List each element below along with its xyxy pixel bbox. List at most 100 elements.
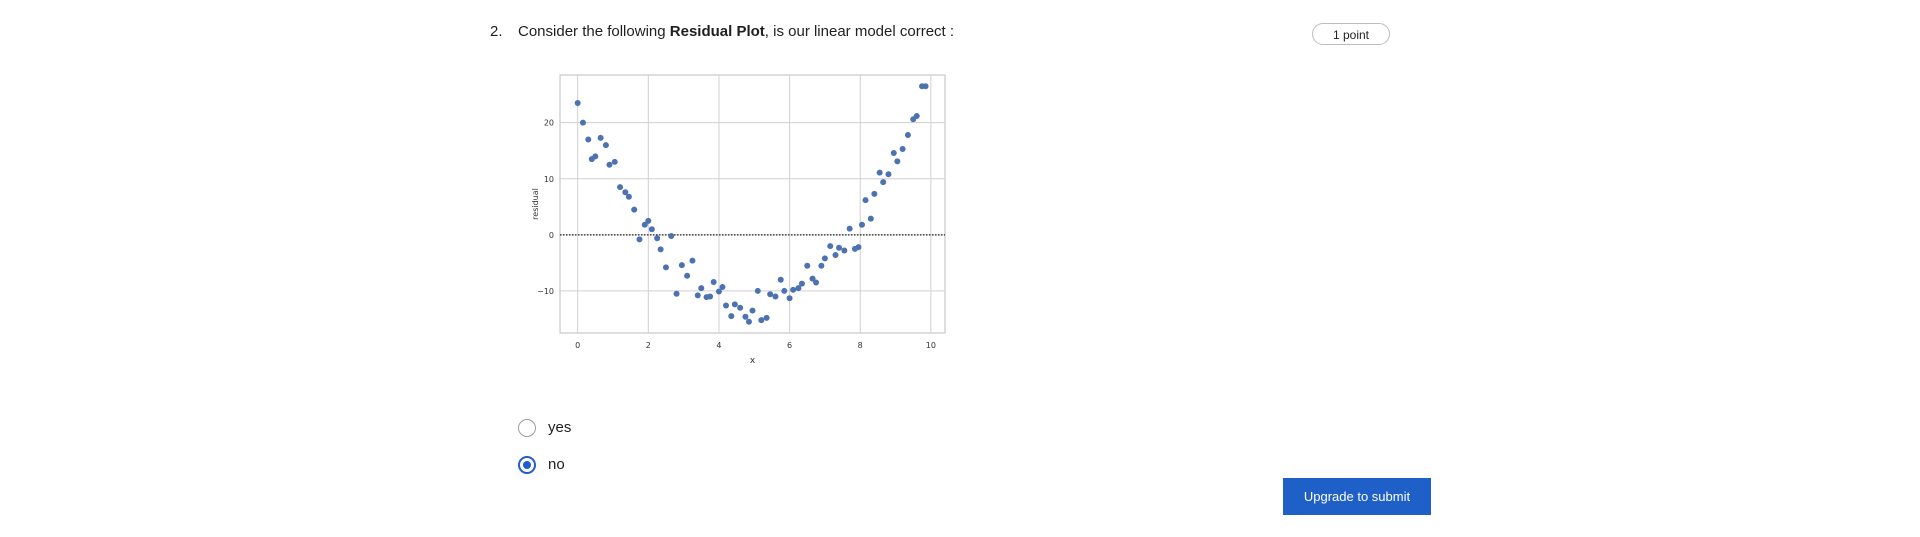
y-tick-label: 0: [549, 231, 554, 240]
data-point: [827, 243, 834, 250]
data-point: [795, 285, 802, 292]
data-point: [899, 146, 906, 153]
data-point: [904, 132, 911, 139]
option-no-label: no: [548, 456, 565, 473]
question-text: Consider the following Residual Plot, is…: [518, 23, 954, 40]
y-axis-label: residual: [531, 188, 540, 220]
data-point: [745, 318, 752, 325]
x-tick-label: 6: [787, 341, 792, 350]
data-point: [597, 134, 604, 141]
data-point: [668, 232, 675, 239]
data-point: [767, 291, 774, 298]
data-point: [731, 301, 738, 308]
data-point: [821, 255, 828, 262]
data-point: [836, 244, 843, 251]
question-text-bold: Residual Plot: [669, 23, 765, 40]
data-point: [846, 225, 853, 232]
data-point: [625, 193, 632, 200]
plot-frame: [559, 74, 946, 334]
data-point: [913, 112, 920, 119]
data-point: [790, 286, 797, 293]
upgrade-to-submit-button[interactable]: Upgrade to submit: [1283, 478, 1431, 515]
question-block: 2. Consider the following Residual Plot,…: [490, 20, 1395, 520]
data-point: [622, 189, 629, 196]
data-point: [832, 252, 839, 259]
data-point: [710, 278, 717, 285]
x-tick-label: 2: [646, 341, 651, 350]
data-point: [678, 262, 685, 269]
points-badge: 1 point: [1312, 23, 1390, 45]
data-point: [694, 292, 701, 299]
data-point: [813, 279, 820, 286]
data-point: [698, 285, 705, 292]
option-yes-label: yes: [548, 419, 572, 436]
data-point: [606, 161, 613, 168]
x-axis-label: x: [750, 356, 756, 366]
radio-button-yes[interactable]: [518, 419, 536, 437]
data-point: [574, 100, 581, 107]
data-point: [858, 221, 865, 228]
data-point: [617, 184, 624, 191]
data-point: [809, 275, 816, 282]
data-point: [631, 206, 638, 213]
data-point: [754, 287, 761, 294]
data-point: [742, 313, 749, 320]
data-point: [922, 83, 929, 90]
data-point: [855, 244, 862, 251]
data-point: [737, 304, 744, 311]
data-point: [662, 264, 669, 271]
data-point: [715, 288, 722, 295]
data-point: [871, 190, 878, 197]
x-tick-label: 0: [575, 341, 580, 350]
residual-plot: 0 2 4 6 8 10 20 10 0 −10 x residual: [530, 70, 950, 380]
data-point: [798, 280, 805, 287]
x-tick-label: 10: [926, 341, 936, 350]
question-text-start: Consider the following: [518, 23, 670, 40]
data-point: [818, 262, 825, 269]
data-point: [876, 169, 883, 176]
data-point: [579, 119, 586, 126]
data-point: [707, 293, 714, 300]
data-point: [862, 197, 869, 204]
data-point: [689, 257, 696, 264]
data-point: [611, 158, 618, 165]
data-point: [885, 171, 892, 178]
data-point: [786, 295, 793, 302]
data-point: [749, 307, 756, 314]
data-point: [657, 246, 664, 253]
residual-plot-svg: 0 2 4 6 8 10 20 10 0 −10 x residual: [531, 74, 946, 366]
data-point: [645, 217, 652, 224]
data-point: [880, 179, 887, 186]
y-tick-label: −10: [537, 287, 554, 296]
data-point: [648, 226, 655, 233]
question-text-end: , is our linear model correct :: [764, 23, 955, 40]
data-point: [602, 142, 609, 149]
x-tick-label: 4: [716, 341, 721, 350]
data-point: [772, 293, 779, 300]
data-point: [867, 215, 874, 222]
radio-button-no[interactable]: [518, 456, 536, 474]
data-point: [723, 302, 730, 309]
data-point: [684, 272, 691, 279]
data-point: [763, 314, 770, 321]
data-point: [719, 284, 726, 291]
data-point: [804, 262, 811, 269]
data-point: [673, 290, 680, 297]
data-point: [758, 317, 765, 324]
data-point: [592, 153, 599, 160]
data-point: [890, 149, 897, 156]
data-point: [728, 313, 735, 320]
data-point: [841, 247, 848, 254]
data-point: [781, 287, 788, 294]
data-point: [894, 158, 901, 165]
x-tick-label: 8: [858, 341, 863, 350]
y-tick-label: 20: [544, 119, 554, 128]
data-point: [636, 236, 643, 243]
question-number: 2.: [490, 23, 503, 40]
y-tick-label: 10: [544, 175, 554, 184]
data-point: [654, 235, 661, 242]
data-point: [777, 276, 784, 283]
data-point: [641, 221, 648, 228]
data-point: [585, 136, 592, 143]
